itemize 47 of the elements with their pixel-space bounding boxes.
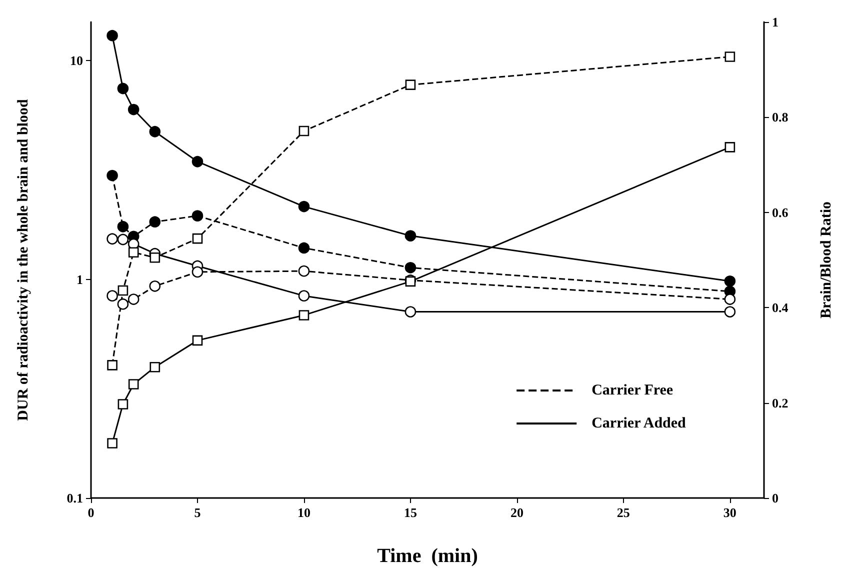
point (192, 210, 204, 222)
point (404, 230, 416, 242)
y2-tick-label: 0.8 (772, 110, 789, 125)
point (404, 262, 416, 274)
point (298, 265, 310, 277)
point (106, 233, 118, 245)
point (404, 306, 416, 318)
point (724, 306, 736, 318)
point (106, 30, 118, 42)
point (106, 170, 118, 182)
legend-label: Carrier Added (592, 416, 687, 432)
point (117, 234, 129, 246)
y2-tick-label: 1 (772, 14, 778, 30)
point (192, 266, 204, 278)
x-tick-label: 25 (616, 505, 630, 520)
x-tick-label: 5 (194, 505, 202, 520)
point (298, 242, 310, 254)
point (298, 290, 310, 302)
x-tick-label: 0 (88, 505, 94, 520)
x-axis-title: Time (min) (377, 545, 478, 567)
point (149, 216, 161, 228)
point (298, 200, 310, 212)
x-tick-label: 10 (297, 505, 310, 520)
point (724, 294, 736, 305)
point (117, 82, 129, 94)
x-tick-label: 30 (723, 505, 736, 520)
x-tick-label: 15 (404, 505, 418, 520)
y2-tick-label: 0.4 (772, 300, 789, 316)
y2-tick-label: 0.2 (772, 395, 788, 410)
point (149, 280, 161, 292)
y-axis-title: DUR of radioactivity in the whole brain and blood (16, 98, 32, 421)
point (106, 290, 118, 302)
x-tick-label: 20 (510, 505, 524, 520)
y2-tick-label: 0 (772, 490, 778, 506)
y-tick-label: 0.1 (66, 490, 83, 506)
point (192, 156, 204, 168)
y-tick-label: 10 (70, 53, 83, 68)
y2-axis-title: Brain/Blood Ratio (818, 201, 834, 319)
point (117, 298, 129, 310)
legend-label: Carrier Free (592, 382, 674, 398)
point (149, 126, 161, 138)
point (724, 276, 736, 287)
point (117, 220, 129, 232)
y-tick-label: 1 (76, 272, 83, 287)
point (128, 294, 140, 305)
y2-tick-label: 0.6 (772, 204, 789, 220)
point (128, 104, 140, 116)
